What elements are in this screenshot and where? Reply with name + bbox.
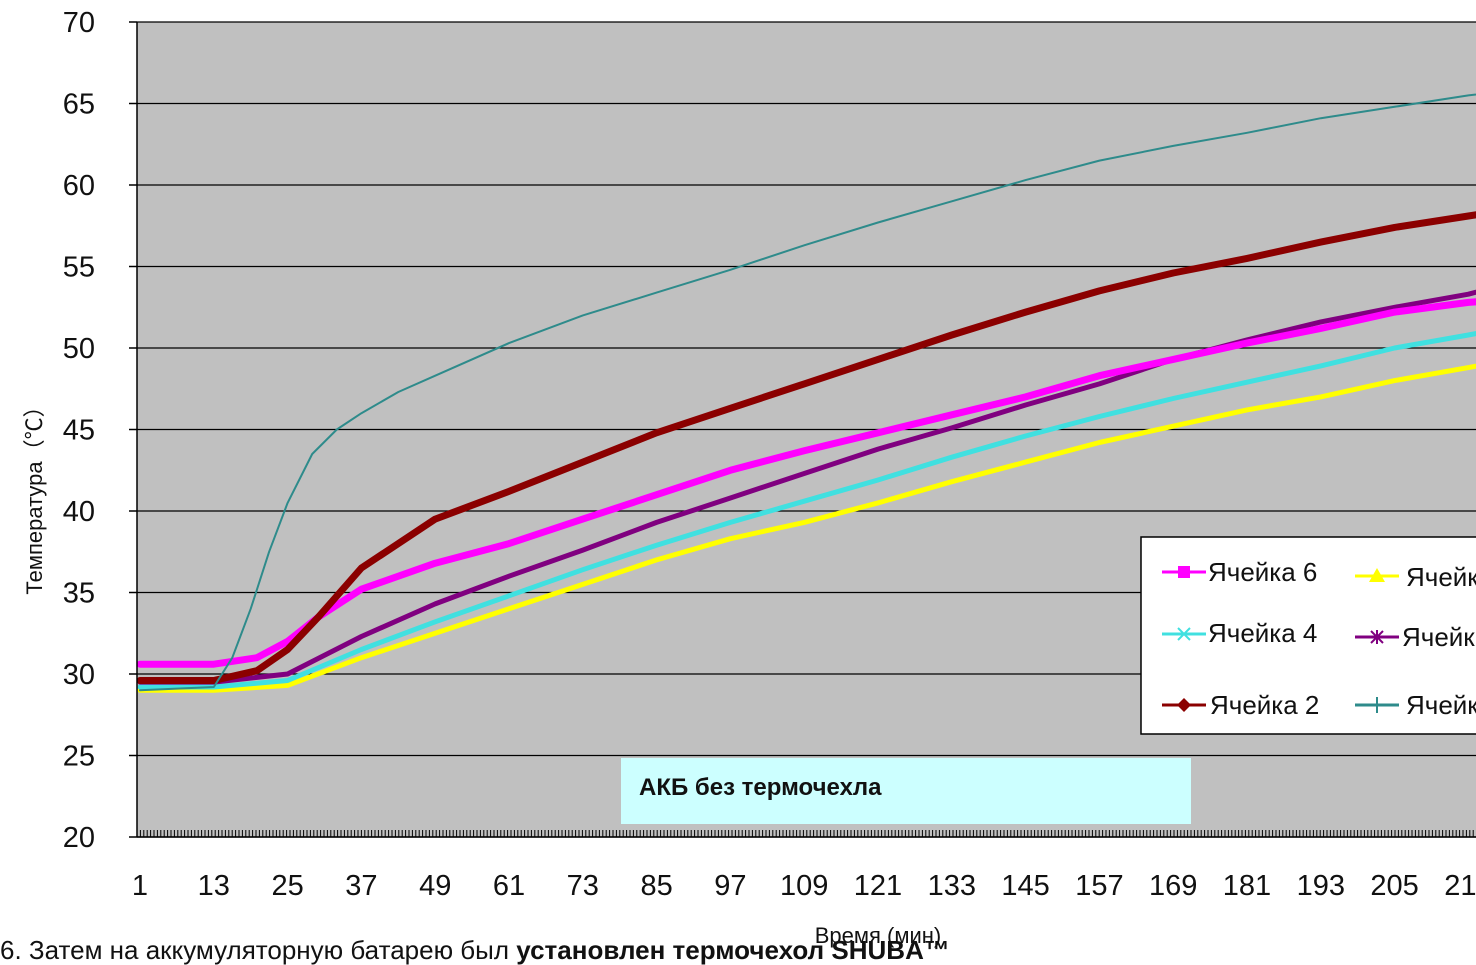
cell-3-line bbox=[137, 289, 1476, 685]
x-tick-label: 217 bbox=[1444, 870, 1476, 902]
y-tick-label: 60 bbox=[63, 170, 95, 202]
x-tick-label: 25 bbox=[271, 870, 303, 902]
legend-marker-cell-2 bbox=[1177, 698, 1191, 712]
x-tick-label: 13 bbox=[198, 870, 230, 902]
legend-marker-cell-5 bbox=[1369, 568, 1385, 582]
legend-label-cell-4: Ячейка 4 bbox=[1208, 618, 1317, 648]
x-tick-label: 97 bbox=[714, 870, 746, 902]
legend-label-cell-3: Ячейк bbox=[1402, 622, 1475, 652]
legend-label-cell-2: Ячейка 2 bbox=[1210, 690, 1319, 720]
y-tick-label: 70 bbox=[63, 7, 95, 39]
y-tick-label: 25 bbox=[63, 741, 95, 773]
x-tick-label: 109 bbox=[780, 870, 828, 902]
cell-2-line bbox=[136, 211, 1476, 684]
caption-bold: установлен термочехол SHUBA™ bbox=[516, 935, 950, 965]
x-tick-label: 145 bbox=[1001, 870, 1049, 902]
x-tick-label: 133 bbox=[928, 870, 976, 902]
x-tick-label: 157 bbox=[1075, 870, 1123, 902]
x-tick-label: 169 bbox=[1149, 870, 1197, 902]
legend: Ячейка 6 Ячейк Ячейка 4 Ячейк Ячейка 2 Я… bbox=[1140, 536, 1476, 735]
axes: 20 25 30 35 40 45 50 55 60 65 70 1 13 25 37 49 61 73 85 97 1… bbox=[63, 7, 1476, 902]
x-tick-label: 61 bbox=[493, 870, 525, 902]
x-tick-label: 205 bbox=[1370, 870, 1418, 902]
cell-1-line bbox=[139, 93, 1476, 692]
y-tick-label: 30 bbox=[63, 659, 95, 691]
x-tick-label: 37 bbox=[345, 870, 377, 902]
x-axis-title: Время (мин) bbox=[815, 923, 942, 948]
y-tick-label: 55 bbox=[63, 252, 95, 284]
legend-label-cell-1: Ячейк bbox=[1406, 690, 1476, 720]
annotation-label: АКБ без термочехла bbox=[639, 774, 882, 801]
legend-label-cell-5: Ячейк bbox=[1406, 562, 1476, 592]
x-tick-label: 181 bbox=[1223, 870, 1271, 902]
y-tick-label: 20 bbox=[63, 822, 95, 854]
y-axis-title: Температура（℃） bbox=[22, 395, 47, 594]
caption-prefix: 6. Затем на аккумуляторную батарею был bbox=[0, 935, 517, 965]
y-tick-label: 45 bbox=[63, 415, 95, 447]
caption-text: 6. Затем на аккумуляторную батарею был у… bbox=[0, 935, 950, 965]
legend-marker-cell-3 bbox=[1370, 630, 1384, 644]
y-tick-label: 50 bbox=[63, 333, 95, 365]
y-tick-label: 65 bbox=[63, 89, 95, 121]
legend-label-cell-6: Ячейка 6 bbox=[1208, 557, 1317, 587]
series-lines bbox=[136, 93, 1476, 693]
x-tick-label: 73 bbox=[567, 870, 599, 902]
x-tick-label: 85 bbox=[640, 870, 672, 902]
y-tick-label: 35 bbox=[63, 578, 95, 610]
x-tick-label: 193 bbox=[1297, 870, 1345, 902]
grid-lines bbox=[137, 21, 1476, 838]
y-tick-label: 40 bbox=[63, 496, 95, 528]
x-tick-label: 49 bbox=[419, 870, 451, 902]
annotation-box: АКБ без термочехла bbox=[621, 758, 1191, 824]
x-tick-label: 121 bbox=[854, 870, 902, 902]
x-axis-minor-ticks bbox=[136, 830, 1474, 837]
cell-5-line bbox=[137, 363, 1476, 693]
cell-4-line bbox=[137, 331, 1476, 690]
legend-marker-cell-4 bbox=[1177, 627, 1191, 641]
legend-marker-cell-6 bbox=[1178, 566, 1190, 578]
x-tick-label: 1 bbox=[132, 870, 148, 902]
